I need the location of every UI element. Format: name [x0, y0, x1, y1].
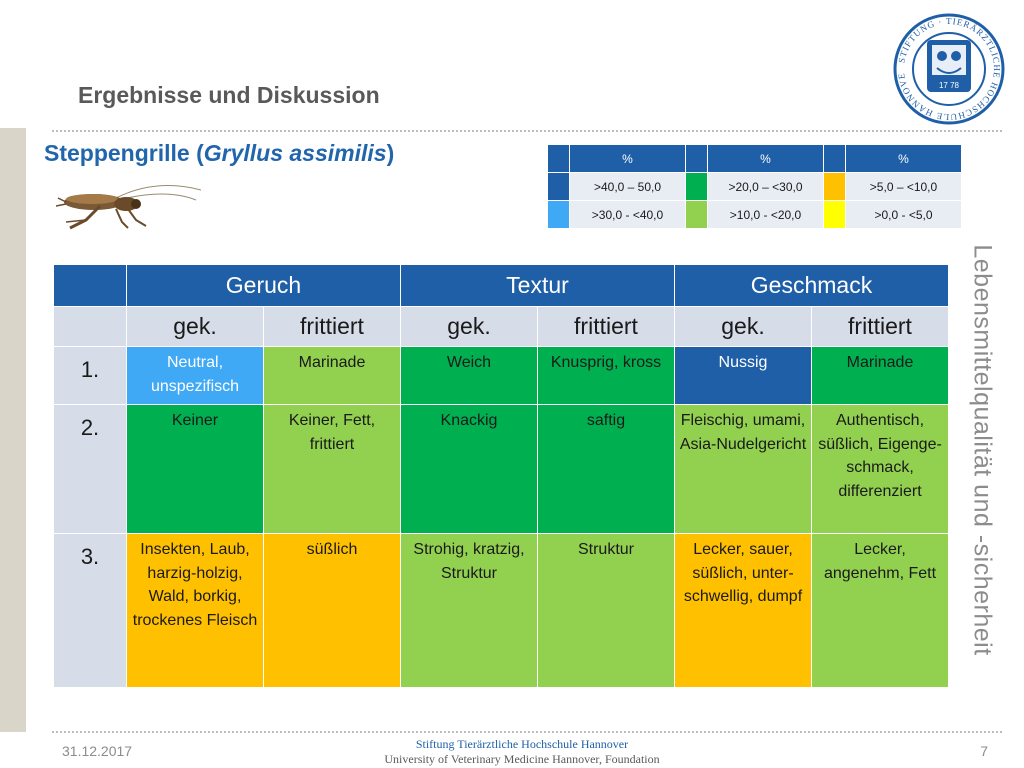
table-cell: Authentisch, süßlich, Eigenge-schmack, d…	[811, 404, 949, 534]
subheader-cell: gek.	[400, 306, 538, 347]
subheader-cell: frittiert	[537, 306, 675, 347]
legend-header-swatch	[547, 144, 570, 173]
subheader-cell: gek.	[674, 306, 812, 347]
legend-swatch	[547, 200, 570, 229]
table-row: 3. Insekten, Laub, harzig-holzig, Wald, …	[53, 533, 949, 688]
table-cell: Keiner	[126, 404, 264, 534]
table-cell: Lecker, angenehm, Fett	[811, 533, 949, 688]
bottom-divider	[52, 731, 1002, 733]
top-divider	[52, 130, 1002, 132]
legend-swatch	[685, 172, 708, 201]
legend-label: >5,0 – <10,0	[845, 172, 962, 201]
group-header-geschmack: Geschmack	[674, 264, 949, 307]
table-cell: Fleischig, umami, Asia-Nudelgericht	[674, 404, 812, 534]
table-cell: Nussig	[674, 346, 812, 405]
table-cell: Marinade	[811, 346, 949, 405]
subheader-corner-cell	[53, 306, 127, 347]
legend-label: >10,0 - <20,0	[707, 200, 824, 229]
footer-organization: Stiftung Tierärztliche Hochschule Hannov…	[322, 737, 722, 767]
subtitle-species: Gryllus assimilis	[203, 140, 387, 166]
page-number: 7	[980, 743, 988, 759]
group-header-row: Geruch Textur Geschmack	[53, 264, 949, 307]
table-row: 2. Keiner Keiner, Fett, frittiert Knacki…	[53, 404, 949, 534]
table-cell: Lecker, sauer, süßlich, unter-schwellig,…	[674, 533, 812, 688]
legend-row: >40,0 – 50,0 >20,0 – <30,0 >5,0 – <10,0	[547, 172, 962, 201]
table-cell: Neutral, unspezifisch	[126, 346, 264, 405]
corner-cell	[53, 264, 127, 307]
table-cell: Marinade	[263, 346, 401, 405]
legend-label: >20,0 – <30,0	[707, 172, 824, 201]
legend-header-label: %	[707, 144, 824, 173]
subheader-cell: frittiert	[811, 306, 949, 347]
legend-swatch	[823, 172, 846, 201]
side-caption: Lebensmittelqualität und -sicherheit	[952, 200, 1012, 700]
table-cell: saftig	[537, 404, 675, 534]
side-caption-text: Lebensmittelqualität und -sicherheit	[968, 244, 997, 656]
footer-org-english: University of Veterinary Medicine Hannov…	[384, 752, 660, 766]
row-label: 3.	[53, 533, 127, 688]
legend-swatch	[823, 200, 846, 229]
table-cell: Insekten, Laub, harzig-holzig, Wald, bor…	[126, 533, 264, 688]
slide-subtitle: Steppengrille (Gryllus assimilis)	[44, 140, 394, 167]
table-row: 1. Neutral, unspezifisch Marinade Weich …	[53, 346, 949, 405]
row-label: 2.	[53, 404, 127, 534]
legend-header-label: %	[569, 144, 686, 173]
legend-header-swatch	[823, 144, 846, 173]
footer-org-german: Stiftung Tierärztliche Hochschule Hannov…	[415, 737, 629, 751]
footer-date: 31.12.2017	[62, 743, 133, 759]
logo-year: 17 78	[939, 81, 960, 90]
legend-swatch	[685, 200, 708, 229]
table-cell: Keiner, Fett, frittiert	[263, 404, 401, 534]
table-cell: Strohig, kratzig, Struktur	[400, 533, 538, 688]
subtitle-prefix: Steppengrille (	[44, 140, 204, 166]
foundation-logo-icon: 17 78 STIFTUNG · TIERÄRZTLICHE HOCHSCHUL…	[892, 12, 1005, 125]
table-cell: Struktur	[537, 533, 675, 688]
legend-label: >40,0 – 50,0	[569, 172, 686, 201]
table-cell: Knackig	[400, 404, 538, 534]
color-legend: % % % >40,0 – 50,0 >20,0 – <30,0 >5,0 – …	[547, 144, 962, 229]
cricket-image	[56, 185, 201, 230]
table-cell: Weich	[400, 346, 538, 405]
legend-header-label: %	[845, 144, 962, 173]
subheader-cell: gek.	[126, 306, 264, 347]
table-cell: Knusprig, kross	[537, 346, 675, 405]
legend-row: >30,0 - <40,0 >10,0 - <20,0 >0,0 - <5,0	[547, 200, 962, 229]
legend-label: >30,0 - <40,0	[569, 200, 686, 229]
section-title: Ergebnisse und Diskussion	[78, 82, 380, 108]
subheader-cell: frittiert	[263, 306, 401, 347]
legend-label: >0,0 - <5,0	[845, 200, 962, 229]
subtitle-suffix: )	[386, 140, 395, 166]
legend-swatch	[547, 172, 570, 201]
legend-header-row: % % %	[547, 144, 962, 173]
subheader-row: gek. frittiert gek. frittiert gek. fritt…	[53, 306, 949, 347]
group-header-geruch: Geruch	[126, 264, 401, 307]
table-cell: süßlich	[263, 533, 401, 688]
left-accent-bar	[0, 128, 26, 732]
sensory-results-table: Geruch Textur Geschmack gek. frittiert g…	[53, 264, 949, 688]
group-header-textur: Textur	[400, 264, 675, 307]
row-label: 1.	[53, 346, 127, 405]
legend-header-swatch	[685, 144, 708, 173]
